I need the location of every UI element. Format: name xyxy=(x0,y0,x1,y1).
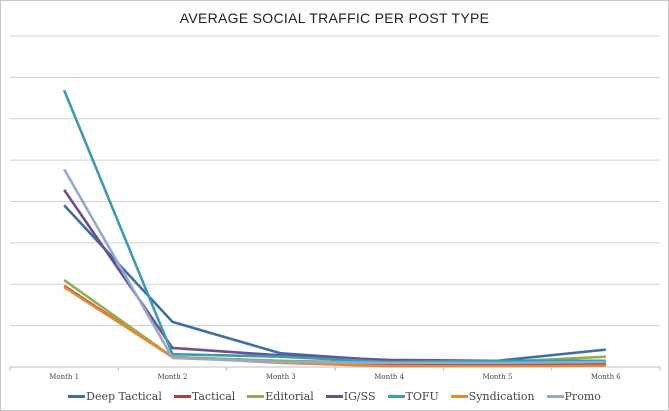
legend-swatch xyxy=(450,395,468,398)
series-line-ig-ss xyxy=(63,189,606,364)
legend-item: Syndication xyxy=(450,390,535,403)
legend-item: Deep Tactical xyxy=(68,390,162,403)
series-line-syndication xyxy=(63,286,606,368)
legend-item: TOFU xyxy=(387,390,439,403)
x-tick-label: Month 5 xyxy=(483,373,513,381)
series-line-tofu xyxy=(62,89,606,364)
x-tick-label: Month 6 xyxy=(591,373,621,381)
legend-label: TOFU xyxy=(405,390,439,403)
legend-label: IG/SS xyxy=(343,390,376,403)
x-tick-label: Month 3 xyxy=(266,373,296,381)
legend-label: Syndication xyxy=(468,390,535,403)
series-line-tactical xyxy=(63,284,606,365)
legend-swatch xyxy=(173,395,191,398)
x-tick-label: Month 1 xyxy=(49,373,79,381)
legend-swatch xyxy=(387,395,405,398)
legend-item: Tactical xyxy=(173,390,236,403)
chart-title: AVERAGE SOCIAL TRAFFIC PER POST TYPE xyxy=(179,10,490,26)
chart-legend: Deep Tactical Tactical Editorial IG/SS TOFU S… xyxy=(0,390,669,403)
legend-swatch xyxy=(68,395,86,398)
legend-item: IG/SS xyxy=(325,390,376,403)
x-tick-label: Month 4 xyxy=(374,373,404,381)
legend-label: Editorial xyxy=(265,390,314,403)
legend-label: Tactical xyxy=(191,390,236,403)
x-tick-label: Month 2 xyxy=(158,373,188,381)
legend-swatch xyxy=(247,395,265,398)
legend-item: Promo xyxy=(546,390,601,403)
legend-swatch xyxy=(325,395,343,398)
legend-label: Promo xyxy=(564,390,601,403)
legend-swatch xyxy=(546,395,564,398)
legend-item: Editorial xyxy=(247,390,314,403)
series-line-promo xyxy=(63,168,606,365)
legend-label: Deep Tactical xyxy=(86,390,162,403)
